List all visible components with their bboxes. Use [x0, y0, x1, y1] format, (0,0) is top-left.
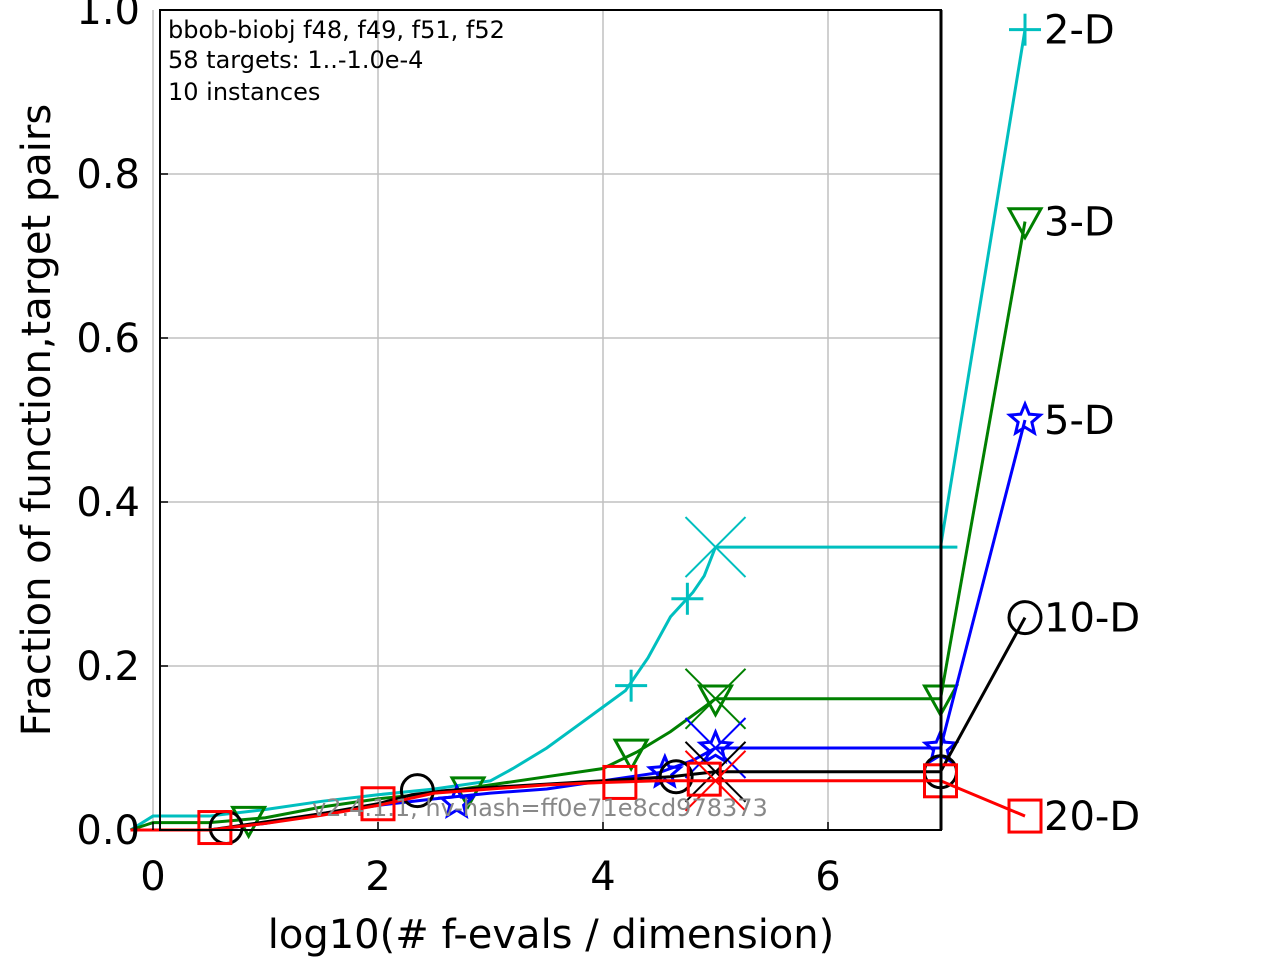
grid-lines [152, 9, 941, 831]
data-point-2-d [671, 582, 704, 615]
dimension-labels: 2-D 3-D 5-D 10-D 20-D [1044, 8, 1140, 840]
y-tick-label: 0.6 [76, 316, 140, 362]
series-line-3-d [130, 697, 941, 832]
data-point-10-d [658, 759, 694, 795]
y-tick-label: 0.8 [76, 152, 140, 198]
data-point-3-d [696, 684, 735, 718]
dimension-label-20-d: 20-D [1044, 794, 1140, 840]
x-tick-label: 6 [815, 854, 840, 900]
square-marker [1007, 798, 1043, 834]
cross-marker-b [684, 750, 747, 812]
final-connector-10-d [939, 616, 1027, 773]
triangle-marker [696, 684, 735, 718]
square-marker [686, 761, 722, 797]
dimension-label-5-d: 5-D [1044, 398, 1115, 444]
x-axis-label: log10(# f-evals / dimension) [268, 912, 835, 958]
series-lines [129, 13, 1044, 846]
circle-marker [658, 759, 694, 795]
run-end-cross-2-d [684, 516, 747, 578]
annotation-line-1: bbob-biobj f48, f49, f51, f52 [168, 16, 505, 44]
y-axis-label: Fraction of function,target pairs [14, 104, 60, 736]
data-point-20-d [360, 786, 396, 822]
dimension-label-3-d: 3-D [1044, 200, 1115, 246]
circle-marker [1007, 600, 1043, 636]
final-marker-2-d [1009, 13, 1041, 46]
final-connector-2-d [939, 29, 1027, 548]
annotation-line-2: 58 targets: 1..-1.0e-4 [168, 46, 423, 74]
annotation-line-3: 10 instances [168, 78, 320, 106]
y-tick-label: 0.2 [76, 644, 140, 690]
axes-frame [159, 9, 943, 831]
triangle-marker [612, 738, 650, 773]
version-watermark: v2.4.1.1, hv-hash=ff0e71e8cd978373 [312, 794, 768, 822]
data-point-5-d [437, 783, 476, 820]
series-2-d [129, 13, 1041, 832]
cross-marker-b [684, 741, 747, 803]
data-point-2-d [615, 669, 648, 702]
run-end-cross-3-d [684, 668, 747, 730]
dimension-label-2-d: 2-D [1044, 8, 1115, 54]
square-marker [602, 764, 638, 800]
star-marker [696, 728, 735, 765]
data-point-3-d [612, 738, 650, 773]
run-end-cross-5-d [684, 717, 747, 779]
dimension-label-10-d: 10-D [1044, 596, 1140, 642]
run-end-cross-10-d [684, 741, 747, 803]
series-line-2-d [129, 545, 958, 832]
data-point-5-d [696, 728, 735, 765]
data-point-20-d [686, 761, 722, 797]
final-connector-20-d [939, 779, 1026, 818]
series-5-d [130, 400, 1044, 832]
series-3-d [130, 207, 1044, 840]
star-marker [1006, 400, 1044, 437]
final-marker-10-d [1007, 600, 1043, 636]
triangle-marker [1006, 207, 1044, 241]
cross-marker-b [684, 717, 747, 779]
y-tick-label: 0.0 [76, 808, 140, 854]
annotation-text: bbob-biobj f48, f49, f51, f52 58 targets… [168, 16, 505, 106]
data-point-20-d [197, 810, 233, 846]
cross-marker-b [684, 516, 747, 578]
square-marker [360, 786, 396, 822]
y-tick-label: 1.0 [76, 0, 140, 34]
final-connector-3-d [939, 221, 1027, 700]
final-connector-5-d [939, 419, 1027, 749]
final-marker-5-d [1006, 400, 1044, 437]
star-marker [437, 783, 476, 820]
circle-marker [399, 773, 435, 809]
x-tick-label: 2 [365, 854, 390, 900]
final-marker-20-d [1007, 798, 1043, 834]
square-marker [197, 810, 233, 846]
run-end-cross-20-d [684, 750, 747, 812]
x-tick-label: 0 [140, 854, 165, 900]
axis-ticks: 0 2 4 6 0.0 0.2 0.4 0.6 0.8 1.0 [76, 0, 840, 900]
data-point-20-d [602, 764, 638, 800]
data-point-10-d [399, 773, 435, 809]
final-marker-3-d [1006, 207, 1044, 241]
cross-marker-b [684, 668, 747, 730]
y-tick-label: 0.4 [76, 480, 140, 526]
axis-labels: log10(# f-evals / dimension) Fraction of… [14, 104, 834, 958]
x-tick-label: 4 [590, 854, 615, 900]
plot-frame [159, 9, 942, 831]
